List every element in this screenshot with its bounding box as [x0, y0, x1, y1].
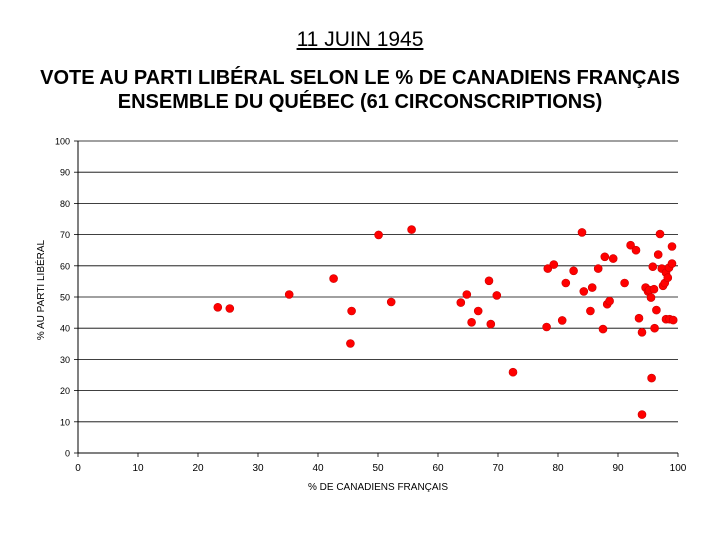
- x-tick-label: 100: [670, 463, 687, 474]
- y-tick-label: 80: [60, 199, 70, 209]
- data-point: [549, 260, 559, 269]
- y-tick-label: 100: [55, 137, 70, 147]
- data-point: [634, 313, 644, 323]
- chart-title: VOTE AU PARTI LIBÉRAL SELON LE % DE CANA…: [0, 66, 720, 114]
- data-point: [648, 262, 658, 272]
- data-point: [508, 367, 518, 377]
- data-point: [346, 339, 355, 348]
- data-point: [486, 319, 496, 329]
- x-tick-label: 40: [312, 463, 324, 474]
- data-point: [213, 302, 223, 312]
- data-point: [631, 245, 641, 255]
- data-point: [605, 296, 614, 306]
- data-point: [386, 297, 396, 307]
- chart-title-line2: ENSEMBLE DU QUÉBEC (61 CIRCONSCRIPTIONS): [117, 91, 603, 113]
- data-point: [543, 264, 553, 273]
- y-axis-label: % AU PARTI LIBÉRAL: [34, 239, 47, 340]
- data-point: [647, 373, 656, 383]
- data-point: [652, 305, 661, 315]
- data-point: [637, 410, 647, 419]
- grid-lines: [78, 140, 678, 423]
- data-point: [557, 316, 567, 325]
- x-tick-label: 20: [192, 463, 204, 474]
- x-tick-label: 30: [252, 463, 264, 474]
- data-point: [608, 254, 618, 263]
- y-tick-label: 50: [60, 293, 70, 303]
- date-title: 11 JUIN 1945: [296, 28, 424, 51]
- y-tick-label: 20: [60, 386, 70, 396]
- data-point: [473, 306, 483, 316]
- data-point: [655, 229, 665, 239]
- data-point: [329, 274, 338, 283]
- data-point: [347, 306, 356, 316]
- data-point: [586, 306, 595, 316]
- y-tick-label: 70: [60, 230, 70, 240]
- data-point: [467, 317, 476, 327]
- tick-labels: 0 10 20 30 40 50 60 70 80 90 100 0 10 20 30 40 50 60 70 80 9…: [55, 137, 687, 475]
- x-axis-label: % DE CANADIENS FRANÇAIS: [308, 482, 448, 493]
- y-tick-label: 30: [60, 355, 70, 365]
- data-point: [598, 324, 608, 334]
- y-tick-label: 10: [60, 417, 70, 427]
- data-point: [587, 283, 597, 292]
- data-point: [663, 273, 673, 283]
- y-tick-label: 0: [65, 449, 70, 459]
- x-tick-label: 0: [75, 463, 81, 474]
- data-point: [225, 304, 235, 313]
- data-point: [653, 250, 663, 259]
- data-point: [620, 278, 629, 288]
- data-point: [649, 284, 659, 294]
- data-point: [668, 315, 678, 325]
- x-tick-label: 80: [552, 463, 564, 474]
- data-point: [462, 290, 472, 299]
- data-point: [484, 276, 494, 286]
- data-point: [284, 290, 294, 299]
- x-tick-label: 10: [132, 463, 144, 474]
- data-point: [456, 298, 466, 307]
- data-point: [646, 293, 656, 302]
- data-point: [667, 259, 677, 268]
- data-point: [561, 278, 571, 288]
- y-tick-label: 60: [60, 261, 70, 271]
- data-point: [542, 322, 551, 332]
- data-points: [213, 225, 678, 419]
- data-point: [593, 264, 603, 273]
- data-point: [650, 323, 659, 333]
- data-point: [577, 228, 587, 237]
- data-point: [579, 287, 589, 296]
- chart-title-line1: VOTE AU PARTI LIBÉRAL SELON LE % DE CANA…: [40, 67, 680, 89]
- data-point: [600, 252, 610, 262]
- data-point: [569, 266, 578, 276]
- data-point: [667, 242, 677, 251]
- y-tick-label: 40: [60, 324, 70, 334]
- x-tick-label: 70: [492, 463, 504, 474]
- x-tick-label: 90: [612, 463, 624, 474]
- data-point: [637, 327, 647, 337]
- data-point: [374, 230, 383, 240]
- data-point: [492, 291, 502, 300]
- x-tick-label: 60: [432, 463, 444, 474]
- data-point: [626, 240, 635, 250]
- y-tick-label: 90: [60, 168, 70, 178]
- x-tick-label: 50: [372, 463, 384, 474]
- axes: [74, 140, 679, 457]
- data-point: [407, 225, 416, 234]
